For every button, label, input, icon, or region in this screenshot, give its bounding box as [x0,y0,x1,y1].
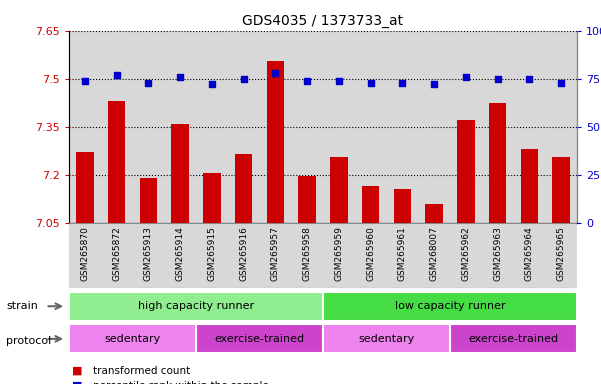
Point [557,79,566,86]
Text: sedentary: sedentary [105,334,160,344]
Bar [513,223,545,288]
Point [239,76,248,82]
Text: GSM265915: GSM265915 [207,226,216,281]
Text: ■: ■ [72,366,82,376]
Bar [228,31,260,223]
Bar [362,186,379,223]
Bar [520,149,538,223]
Text: GSM265959: GSM265959 [334,226,343,281]
Bar [267,61,284,223]
Bar [394,189,411,223]
Bar [108,101,126,223]
Bar [323,292,577,321]
Bar [323,31,355,223]
Bar [545,31,577,223]
Text: low capacity runner: low capacity runner [395,301,505,311]
Bar [140,178,157,223]
Text: GSM265957: GSM265957 [271,226,280,281]
Bar [355,31,386,223]
Point [270,70,280,76]
Bar [164,223,196,288]
Text: percentile rank within the sample: percentile rank within the sample [93,381,269,384]
Text: GSM265914: GSM265914 [175,226,185,281]
Text: GSM265916: GSM265916 [239,226,248,281]
Text: GSM265965: GSM265965 [557,226,566,281]
Text: GSM265963: GSM265963 [493,226,502,281]
Bar [386,31,418,223]
Bar [69,223,101,288]
Bar [450,31,482,223]
Bar [386,223,418,288]
Bar [291,31,323,223]
Bar [552,157,570,223]
Title: GDS4035 / 1373733_at: GDS4035 / 1373733_at [242,14,404,28]
Bar [260,223,291,288]
Bar [457,120,475,223]
Point [398,79,407,86]
Point [112,72,121,78]
Bar [489,103,506,223]
Bar [482,223,513,288]
Bar [323,223,355,288]
Bar [196,324,323,353]
Bar [291,223,323,288]
Bar [69,324,196,353]
Bar [355,223,386,288]
Bar [76,152,94,223]
Bar [235,154,252,223]
Bar [171,124,189,223]
Bar [482,31,513,223]
Bar [330,157,347,223]
Bar [426,204,443,223]
Text: GSM268007: GSM268007 [430,226,439,281]
Bar [260,31,291,223]
Text: GSM265964: GSM265964 [525,226,534,281]
Point [207,81,217,88]
Text: strain: strain [6,301,38,311]
Bar [450,324,577,353]
Text: exercise-trained: exercise-trained [468,334,558,344]
Bar [418,223,450,288]
Point [334,78,344,84]
Point [366,79,376,86]
Text: exercise-trained: exercise-trained [215,334,305,344]
Text: protocol: protocol [6,336,51,346]
Bar [450,223,482,288]
Text: GSM265913: GSM265913 [144,226,153,281]
Bar [299,176,316,223]
Bar [196,31,228,223]
Point [80,78,90,84]
Bar [133,223,164,288]
Bar [418,31,450,223]
Bar [513,31,545,223]
Point [144,79,153,86]
Text: GSM265961: GSM265961 [398,226,407,281]
Bar [323,324,450,353]
Point [493,76,502,82]
Bar [101,31,133,223]
Bar [133,31,164,223]
Point [175,74,185,80]
Point [525,76,534,82]
Text: high capacity runner: high capacity runner [138,301,254,311]
Text: GSM265962: GSM265962 [462,226,471,281]
Bar [164,31,196,223]
Text: GSM265958: GSM265958 [303,226,312,281]
Text: GSM265960: GSM265960 [366,226,375,281]
Point [429,81,439,88]
Text: sedentary: sedentary [358,334,415,344]
Bar [196,223,228,288]
Text: transformed count: transformed count [93,366,191,376]
Text: GSM265870: GSM265870 [81,226,90,281]
Bar [545,223,577,288]
Point [302,78,312,84]
Bar [228,223,260,288]
Text: GSM265872: GSM265872 [112,226,121,281]
Text: ■: ■ [72,381,82,384]
Bar [101,223,133,288]
Bar [69,292,323,321]
Point [461,74,471,80]
Bar [203,173,221,223]
Bar [69,31,101,223]
